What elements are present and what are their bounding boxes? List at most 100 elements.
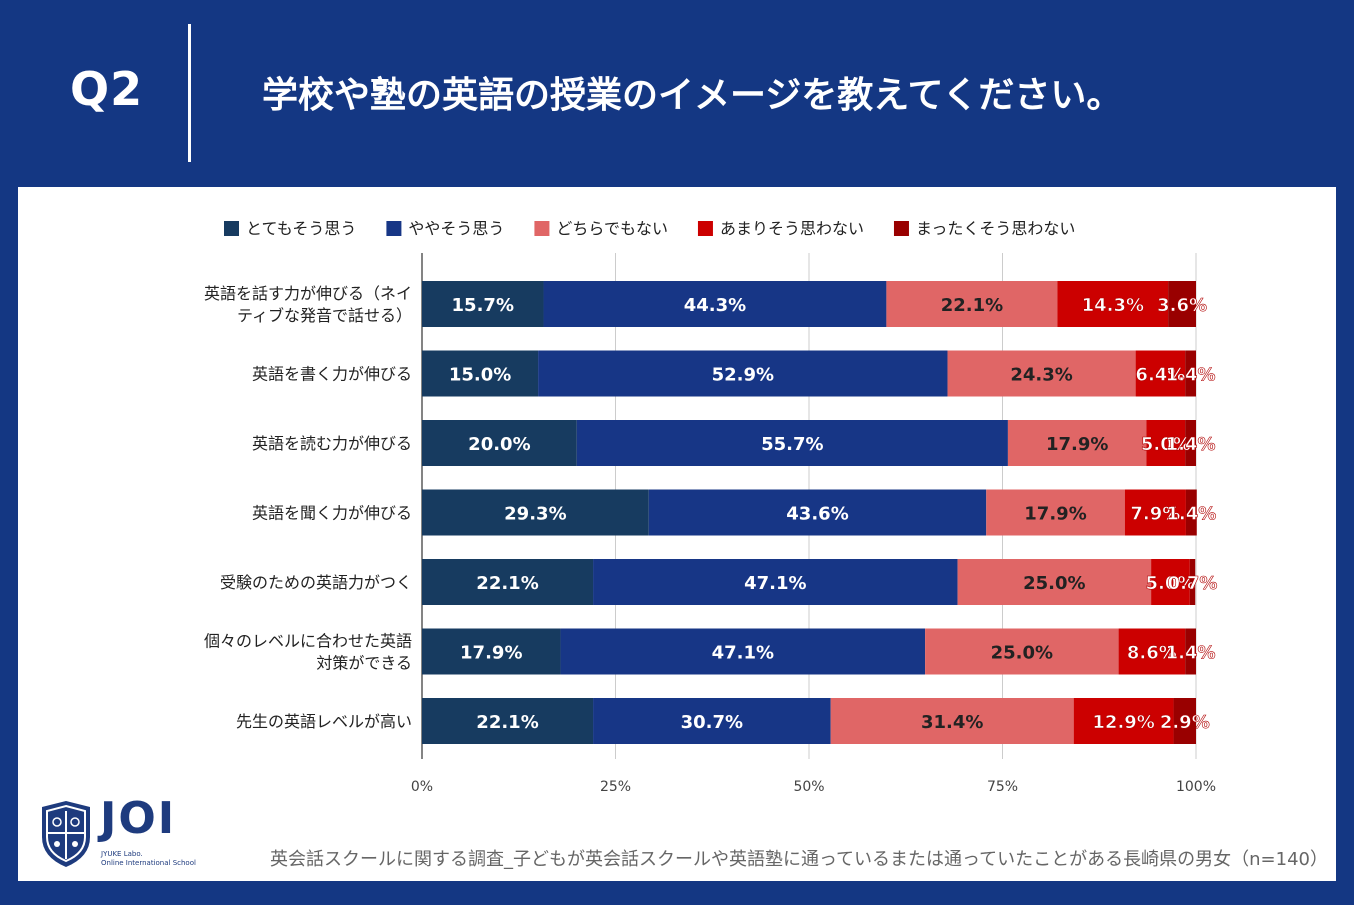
data-label: 1.4% [1166,643,1216,664]
survey-footnote: 英会話スクールに関する調査_子どもが英会話スクールや英語塾に通っているまたは通っ… [269,849,1328,870]
data-label: 25.0% [991,643,1053,664]
bar-segment [422,559,594,605]
header-divider [188,24,191,162]
data-label: 20.0% [468,434,530,455]
data-label: 17.9% [460,643,522,664]
bar-segment [886,281,1058,327]
question-text: 学校や塾の英語の授業のイメージを教えてください。 [262,75,1123,116]
bar-segment [422,350,539,397]
legend-label: ややそう思う [408,219,504,238]
x-tick-label: 100% [1176,779,1216,795]
category-label: 英語を話す力が伸びる（ネイ [204,284,412,303]
category-label: 受験のための英語力がつく [220,573,412,592]
legend-swatch [697,221,713,236]
bar-segment [1007,420,1147,466]
category-label: 先生の英語レベルが高い [236,712,412,731]
data-label: 2.9% [1160,712,1210,733]
legend-swatch [224,221,239,236]
data-label: 7.9% [1130,504,1180,525]
data-label: 25.0% [1023,573,1085,594]
bar-segment [593,559,958,605]
data-label: 5.0% [1145,573,1195,594]
data-label: 43.6% [786,504,848,525]
legend-label: どちらでもない [556,219,668,238]
x-tick-label: 75% [987,779,1018,795]
bar-segment [576,420,1008,466]
data-label: 3.6% [1157,295,1207,316]
chart-panel: 0% 25% 50% 75% 100% とてもそう思う ややそう思う どちらでもない あまりそう… [18,187,1336,881]
category-label: ティブな発音で話せる） [237,306,412,325]
bar-segment [1146,420,1186,466]
category-label: 個々のレベルに合わせた英語 [204,632,412,651]
shield-crest-icon [42,801,90,867]
logo-subtitle-1: JYUKE Labo. [101,850,143,858]
logo-wordmark: JOI [100,793,177,844]
legend-swatch [386,221,402,236]
bar-segment [830,698,1074,744]
bar-segment [1185,420,1196,466]
bar-segment [1057,281,1169,327]
legend-label: まったくそう思わない [916,219,1075,238]
bar-segment [1185,628,1196,675]
data-label: 24.3% [1010,365,1072,386]
data-label: 17.9% [1024,504,1086,525]
data-label: 12.9% [1092,712,1154,733]
data-label: 22.1% [476,712,538,733]
bar-segment [648,489,987,536]
bar-segment [1135,350,1186,397]
logo-subtitle-2: Online International School [101,859,196,867]
data-label: 52.9% [712,365,774,386]
bar-segment [422,628,561,675]
data-label: 1.4% [1166,504,1216,525]
category-label: 対策ができる [316,654,412,673]
data-label: 0.7% [1168,573,1218,594]
data-label: 47.1% [744,573,806,594]
data-label: 15.7% [452,295,514,316]
bar-segment [538,350,948,397]
bar-segment [543,281,887,327]
data-label: 14.3% [1082,295,1144,316]
bar-segment [422,420,577,466]
data-label: 5.0% [1141,434,1191,455]
data-label: 44.3% [684,295,746,316]
bar-segment [1124,489,1186,536]
bar-segment [560,628,926,675]
bar-segment [925,628,1119,675]
data-label: 47.1% [712,643,774,664]
bar-segment [1118,628,1186,675]
stacked-bar-chart: 0% 25% 50% 75% 100% とてもそう思う ややそう思う どちらでもない あまりそう… [204,219,1218,795]
data-label: 55.7% [761,434,823,455]
bar-segment [986,489,1125,536]
category-label: 英語を書く力が伸びる [252,365,412,384]
bar-segment [1168,281,1196,327]
x-tick-label: 0% [411,779,433,795]
joi-logo-icon [42,801,90,867]
bar-segment [1173,698,1196,744]
bar-segment [1189,559,1196,605]
bar-segment [1185,489,1197,536]
bar-segment [957,559,1152,605]
data-label: 30.7% [681,712,743,733]
legend-label: とてもそう思う [246,219,356,238]
legend-swatch [893,221,909,236]
bar-segment [593,698,831,744]
bar-segment [422,489,649,536]
data-label: 22.1% [476,573,538,594]
data-label: 17.9% [1046,434,1108,455]
data-label: 8.6% [1127,643,1177,664]
data-label: 29.3% [504,504,566,525]
legend-label: あまりそう思わない [720,219,864,238]
bar-segment [1151,559,1190,605]
legend-swatch [534,221,550,236]
category-label: 英語を読む力が伸びる [252,434,412,453]
bar-segment [947,350,1136,397]
x-tick-label: 50% [793,779,824,795]
data-label: 1.4% [1166,365,1216,386]
bar-segment [1185,350,1196,397]
bar-segment [1073,698,1174,744]
bar-segment [422,281,544,327]
bar-segment [422,698,594,744]
category-label: 英語を聞く力が伸びる [252,504,412,523]
data-label: 6.4% [1135,365,1185,386]
data-label: 15.0% [449,365,511,386]
